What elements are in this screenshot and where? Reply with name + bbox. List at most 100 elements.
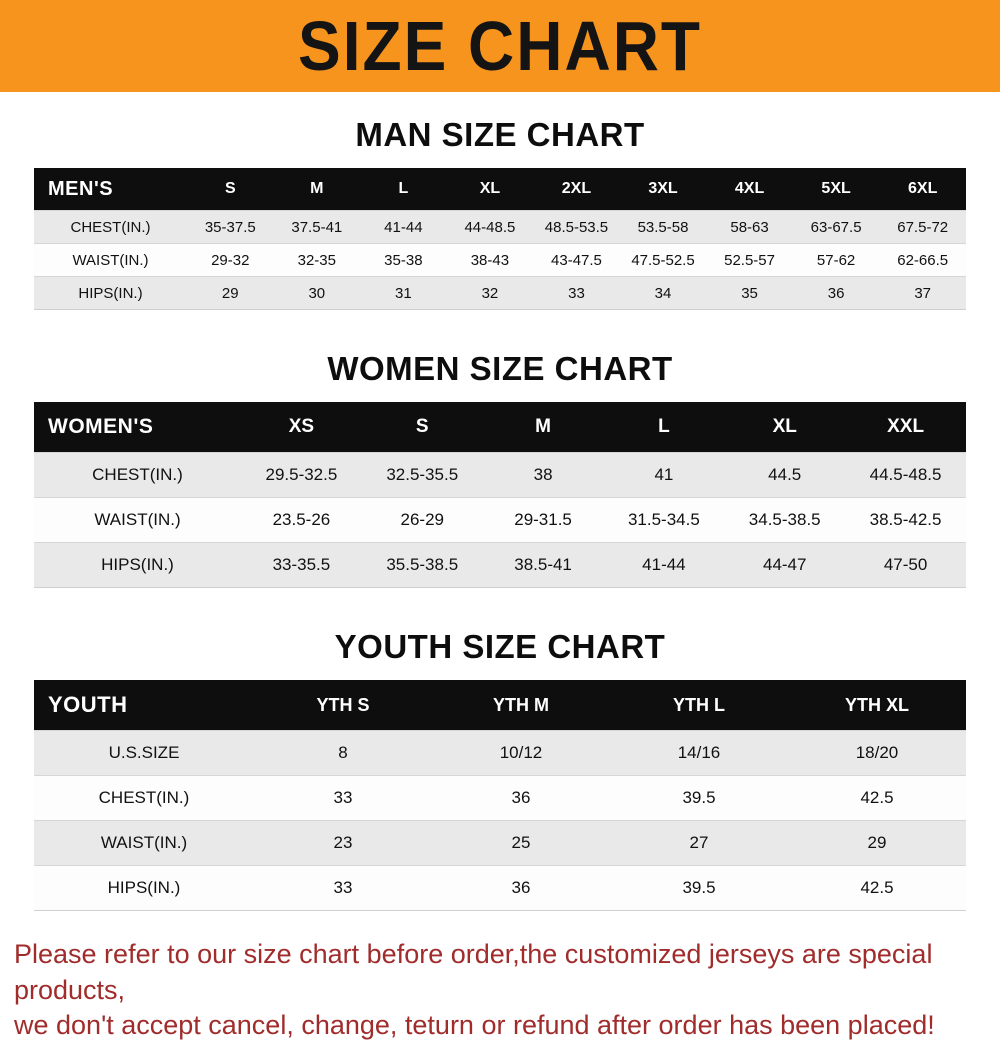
table-row: HIPS(IN.) 29 30 31 32 33 34 35 36 37 (34, 276, 966, 310)
measurement-label: HIPS(IN.) (34, 865, 254, 911)
table-cell: 29 (187, 276, 274, 310)
table-cell: 30 (273, 276, 361, 310)
table-row: CHEST(IN.) 33 36 39.5 42.5 (34, 775, 966, 821)
size-column-header: YTH L (610, 680, 788, 731)
size-column-header: 6XL (879, 168, 966, 211)
table-cell: 36 (432, 865, 610, 911)
size-column-header: YTH S (254, 680, 432, 731)
table-cell: 58-63 (706, 210, 793, 244)
size-column-header: XL (446, 168, 534, 211)
men-size-table: MEN'S S M L XL 2XL 3XL 4XL 5XL 6XL CHEST(IN.) 35-37… (34, 168, 966, 310)
disclaimer-text: Please refer to our size chart before or… (0, 937, 1000, 1044)
women-size-table: WOMEN'S XS S M L XL XXL CHEST(IN.) 29.5-32.5 32.5… (34, 402, 966, 588)
size-column-header: M (273, 168, 361, 211)
size-column-header: XS (241, 402, 362, 453)
table-cell: 38.5-41 (482, 542, 604, 588)
table-cell: 14/16 (610, 730, 788, 776)
table-cell: 33 (254, 775, 432, 821)
men-section-heading: MAN SIZE CHART (355, 116, 645, 153)
table-cell: 33-35.5 (241, 542, 362, 588)
table-cell: 44.5-48.5 (845, 452, 966, 498)
table-cell: 31.5-34.5 (603, 497, 725, 543)
table-cell: 25 (432, 820, 610, 866)
disclaimer-line-2: we don't accept cancel, change, teturn o… (14, 1010, 935, 1041)
table-header-row: WOMEN'S XS S M L XL XXL (34, 402, 966, 453)
table-cell: 33 (254, 865, 432, 911)
size-column-header: XXL (845, 402, 966, 453)
table-cell: 10/12 (432, 730, 610, 776)
table-cell: 27 (610, 820, 788, 866)
table-cell: 32.5-35.5 (361, 452, 483, 498)
size-column-header: YTH XL (788, 680, 966, 731)
table-cell: 47-50 (845, 542, 966, 588)
table-cell: 18/20 (788, 730, 966, 776)
table-cell: 36 (792, 276, 880, 310)
table-cell: 43-47.5 (533, 243, 620, 277)
table-cell: 26-29 (361, 497, 483, 543)
table-corner-label: WOMEN'S (34, 402, 241, 453)
table-cell: 29-32 (187, 243, 274, 277)
table-cell: 53.5-58 (619, 210, 707, 244)
table-cell: 62-66.5 (879, 243, 966, 277)
youth-size-table: YOUTH YTH S YTH M YTH L YTH XL U.S.SIZE 8 10/12… (34, 680, 966, 911)
table-cell: 29-31.5 (482, 497, 604, 543)
table-cell: 44-47 (724, 542, 846, 588)
table-cell: 29.5-32.5 (241, 452, 362, 498)
table-cell: 34 (619, 276, 707, 310)
size-column-header: 4XL (706, 168, 793, 211)
table-cell: 38-43 (446, 243, 534, 277)
table-cell: 57-62 (792, 243, 880, 277)
table-cell: 34.5-38.5 (724, 497, 846, 543)
size-chart-banner: SIZE CHART (0, 0, 1000, 92)
measurement-label: CHEST(IN.) (34, 210, 187, 244)
women-section-heading: WOMEN SIZE CHART (327, 350, 673, 387)
measurement-label: CHEST(IN.) (34, 452, 241, 498)
size-column-header: 5XL (792, 168, 880, 211)
table-row: WAIST(IN.) 29-32 32-35 35-38 38-43 43-47.5 47.… (34, 243, 966, 277)
table-cell: 39.5 (610, 865, 788, 911)
table-cell: 39.5 (610, 775, 788, 821)
table-cell: 48.5-53.5 (533, 210, 620, 244)
table-cell: 44.5 (724, 452, 846, 498)
measurement-label: HIPS(IN.) (34, 542, 241, 588)
table-cell: 38 (482, 452, 604, 498)
table-cell: 36 (432, 775, 610, 821)
table-cell: 41-44 (360, 210, 447, 244)
size-column-header: M (482, 402, 604, 453)
men-size-section: MAN SIZE CHART MEN'S S M L XL 2XL 3XL 4XL 5XL 6XL C… (0, 116, 1000, 310)
table-row: U.S.SIZE 8 10/12 14/16 18/20 (34, 730, 966, 776)
table-cell: 32-35 (273, 243, 361, 277)
table-cell: 67.5-72 (879, 210, 966, 244)
table-cell: 35-37.5 (187, 210, 274, 244)
youth-size-section: YOUTH SIZE CHART YOUTH YTH S YTH M YTH L YTH … (0, 628, 1000, 911)
table-cell: 33 (533, 276, 620, 310)
table-cell: 35 (706, 276, 793, 310)
disclaimer-line-1: Please refer to our size chart before or… (14, 939, 933, 1005)
table-corner-label: YOUTH (34, 680, 254, 731)
measurement-label: CHEST(IN.) (34, 775, 254, 821)
table-cell: 37.5-41 (273, 210, 361, 244)
table-row: HIPS(IN.) 33-35.5 35.5-38.5 38.5-41 41-44 44-… (34, 542, 966, 588)
table-cell: 41 (603, 452, 725, 498)
size-column-header: S (187, 168, 274, 211)
table-row: WAIST(IN.) 23.5-26 26-29 29-31.5 31.5-34.5 34… (34, 497, 966, 543)
table-header-row: YOUTH YTH S YTH M YTH L YTH XL (34, 680, 966, 731)
table-cell: 35.5-38.5 (361, 542, 483, 588)
measurement-label: HIPS(IN.) (34, 276, 187, 310)
table-cell: 38.5-42.5 (845, 497, 966, 543)
table-row: WAIST(IN.) 23 25 27 29 (34, 820, 966, 866)
table-cell: 23 (254, 820, 432, 866)
size-chart-sections: MAN SIZE CHART MEN'S S M L XL 2XL 3XL 4XL 5XL 6XL C… (0, 116, 1000, 911)
table-cell: 41-44 (603, 542, 725, 588)
table-row: HIPS(IN.) 33 36 39.5 42.5 (34, 865, 966, 911)
size-column-header: 2XL (533, 168, 620, 211)
table-cell: 35-38 (360, 243, 447, 277)
table-cell: 37 (879, 276, 966, 310)
table-corner-label: MEN'S (34, 168, 187, 211)
table-header-row: MEN'S S M L XL 2XL 3XL 4XL 5XL 6XL (34, 168, 966, 211)
page-title: SIZE CHART (298, 7, 702, 85)
table-cell: 31 (360, 276, 447, 310)
table-cell: 52.5-57 (706, 243, 793, 277)
table-row: CHEST(IN.) 35-37.5 37.5-41 41-44 44-48.5 48.5… (34, 210, 966, 244)
table-row: CHEST(IN.) 29.5-32.5 32.5-35.5 38 41 44.5 44.5… (34, 452, 966, 498)
